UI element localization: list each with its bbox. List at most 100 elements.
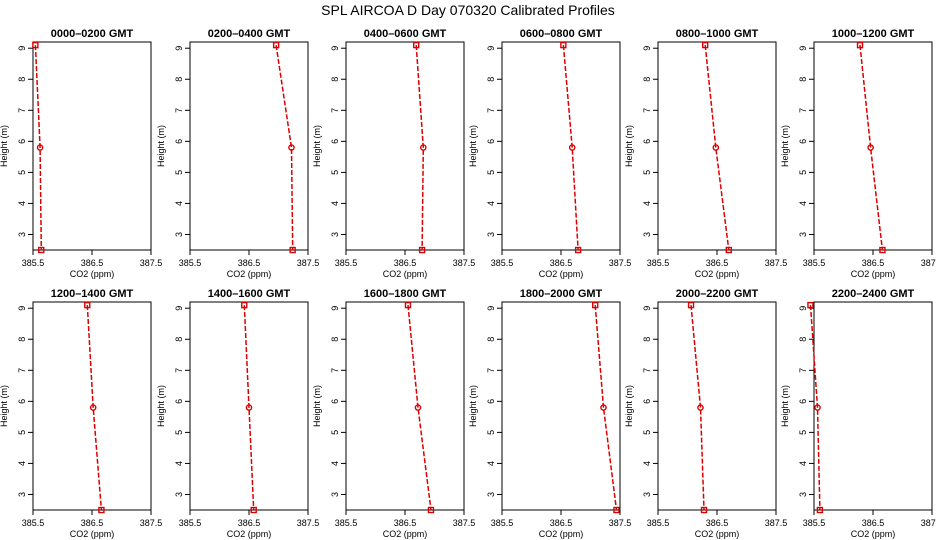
y-axis-label: Height (m) bbox=[312, 125, 322, 167]
y-tick-label: 6 bbox=[642, 399, 652, 404]
panel-title: 2200–2400 GMT bbox=[832, 288, 915, 300]
data-point bbox=[725, 246, 732, 254]
y-tick-label: 4 bbox=[798, 461, 808, 466]
profile-line bbox=[704, 45, 730, 251]
x-tick-label: 385.5 bbox=[647, 518, 670, 528]
profile-line bbox=[275, 44, 294, 251]
x-tick-label: 386.5 bbox=[238, 518, 261, 528]
x-axis-label: CO2 (ppm) bbox=[539, 269, 584, 279]
data-point bbox=[418, 246, 426, 254]
x-tick-label: 387.5 bbox=[297, 518, 320, 528]
x-axis-label: CO2 (ppm) bbox=[227, 529, 272, 539]
y-tick-label: 6 bbox=[798, 139, 808, 144]
y-tick-label: 4 bbox=[17, 461, 27, 466]
data-point bbox=[427, 506, 435, 514]
x-tick-label: 385.5 bbox=[803, 518, 826, 528]
y-tick-label: 8 bbox=[17, 77, 27, 82]
y-tick-label: 9 bbox=[642, 306, 652, 311]
y-tick-label: 3 bbox=[17, 232, 27, 237]
y-tick-label: 4 bbox=[17, 201, 27, 206]
x-axis-label: CO2 (ppm) bbox=[851, 529, 896, 539]
y-tick-label: 4 bbox=[642, 461, 652, 466]
x-tick-label: 387.5 bbox=[921, 258, 936, 268]
profile-panel: 1800–2000 GMT 385.5 386.5 387.5 3 4 5 6 7 8 9 CO2 (… bbox=[468, 288, 631, 539]
y-tick-label: 4 bbox=[486, 201, 496, 206]
data-point bbox=[36, 144, 44, 151]
y-tick-label: 7 bbox=[486, 108, 496, 113]
data-point bbox=[245, 404, 253, 411]
y-tick-label: 7 bbox=[642, 108, 652, 113]
data-point bbox=[592, 301, 599, 309]
y-axis-label: Height (m) bbox=[0, 385, 9, 427]
y-tick-label: 5 bbox=[642, 170, 652, 175]
data-point bbox=[702, 41, 709, 49]
y-tick-label: 6 bbox=[798, 399, 808, 404]
y-tick-label: 9 bbox=[798, 46, 808, 51]
panel-title: 0200–0400 GMT bbox=[208, 28, 291, 40]
y-tick-label: 7 bbox=[798, 368, 808, 373]
y-tick-label: 5 bbox=[798, 170, 808, 175]
data-point bbox=[289, 246, 296, 254]
y-tick-label: 8 bbox=[642, 337, 652, 342]
profile-panel: 2200–2400 GMT 385.5 386.5 387.5 3 4 5 6 7 8 9 CO2 (… bbox=[780, 288, 936, 539]
x-axis-label: CO2 (ppm) bbox=[70, 269, 115, 279]
x-tick-label: 385.5 bbox=[179, 258, 202, 268]
y-tick-label: 9 bbox=[17, 46, 27, 51]
y-axis-label: Height (m) bbox=[312, 385, 322, 427]
y-tick-label: 7 bbox=[174, 108, 184, 113]
plot-frame bbox=[345, 41, 465, 251]
x-axis-label: CO2 (ppm) bbox=[695, 269, 740, 279]
x-tick-label: 386.5 bbox=[394, 518, 417, 528]
x-tick-label: 385.5 bbox=[491, 258, 514, 268]
panel-title: 1400–1600 GMT bbox=[208, 288, 291, 300]
y-tick-label: 7 bbox=[174, 368, 184, 373]
x-axis-label: CO2 (ppm) bbox=[383, 269, 428, 279]
x-tick-label: 385.5 bbox=[22, 258, 45, 268]
data-point bbox=[413, 41, 420, 49]
x-axis-label: CO2 (ppm) bbox=[70, 529, 115, 539]
y-tick-label: 3 bbox=[330, 232, 340, 237]
panel-title: 0600–0800 GMT bbox=[520, 28, 603, 40]
data-point bbox=[807, 301, 814, 309]
panel-title: 0400–0600 GMT bbox=[364, 28, 447, 40]
profile-line bbox=[859, 45, 884, 251]
x-tick-label: 386.5 bbox=[862, 518, 885, 528]
y-tick-label: 5 bbox=[330, 170, 340, 175]
profile-line bbox=[415, 45, 425, 251]
x-tick-label: 386.5 bbox=[862, 258, 885, 268]
y-axis-label: Height (m) bbox=[156, 125, 166, 167]
data-point bbox=[574, 246, 582, 254]
y-tick-label: 3 bbox=[330, 492, 340, 497]
y-axis-label: Height (m) bbox=[780, 125, 790, 167]
profile-panel: 1200–1400 GMT 385.5 386.5 387.5 3 4 5 6 7 8 9 CO2 (… bbox=[0, 288, 162, 539]
x-axis-label: CO2 (ppm) bbox=[695, 529, 740, 539]
data-point bbox=[879, 246, 886, 254]
profile-line bbox=[562, 45, 579, 251]
y-tick-label: 4 bbox=[174, 461, 184, 466]
panel-title: 1000–1200 GMT bbox=[832, 28, 915, 40]
data-point bbox=[700, 506, 708, 514]
profile-panel: 0400–0600 GMT 385.5 386.5 387.5 3 4 5 6 7 8 9 CO2 (… bbox=[312, 28, 475, 279]
y-tick-label: 6 bbox=[642, 139, 652, 144]
y-tick-label: 3 bbox=[798, 492, 808, 497]
y-tick-label: 6 bbox=[17, 139, 27, 144]
profile-panel: 0200–0400 GMT 385.5 386.5 387.5 3 4 5 6 7 8 9 CO2 (… bbox=[156, 28, 319, 279]
y-axis-label: Height (m) bbox=[468, 385, 478, 427]
y-tick-label: 6 bbox=[17, 399, 27, 404]
y-tick-label: 8 bbox=[174, 77, 184, 82]
profile-line bbox=[690, 305, 705, 511]
y-tick-label: 3 bbox=[174, 492, 184, 497]
y-tick-label: 4 bbox=[174, 201, 184, 206]
panel-title: 1800–2000 GMT bbox=[520, 288, 603, 300]
y-axis-label: Height (m) bbox=[780, 385, 790, 427]
y-tick-label: 5 bbox=[798, 430, 808, 435]
x-tick-label: 387.5 bbox=[609, 518, 632, 528]
x-tick-label: 387.5 bbox=[765, 518, 788, 528]
data-point bbox=[98, 506, 105, 514]
y-tick-label: 3 bbox=[486, 492, 496, 497]
y-tick-label: 9 bbox=[174, 306, 184, 311]
x-tick-label: 387.5 bbox=[140, 518, 163, 528]
x-tick-label: 385.5 bbox=[491, 518, 514, 528]
y-axis-label: Height (m) bbox=[156, 385, 166, 427]
data-point bbox=[89, 404, 97, 411]
